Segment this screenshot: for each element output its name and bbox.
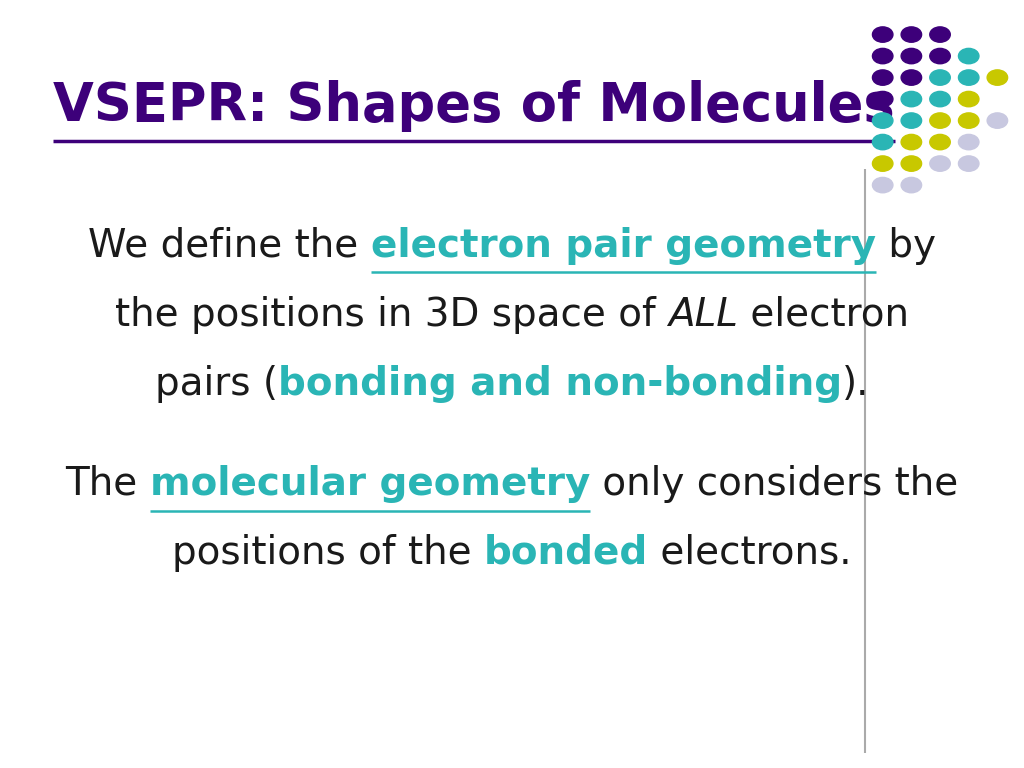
Circle shape bbox=[930, 27, 950, 42]
Circle shape bbox=[958, 113, 979, 128]
Text: electrons.: electrons. bbox=[648, 534, 852, 572]
Circle shape bbox=[872, 48, 893, 64]
Circle shape bbox=[930, 70, 950, 85]
Circle shape bbox=[901, 177, 922, 193]
Text: VSEPR: Shapes of Molecules: VSEPR: Shapes of Molecules bbox=[53, 80, 895, 132]
Circle shape bbox=[958, 156, 979, 171]
Circle shape bbox=[901, 113, 922, 128]
Circle shape bbox=[930, 113, 950, 128]
Text: electron pair geometry: electron pair geometry bbox=[371, 227, 876, 265]
Text: bonding and non-bonding: bonding and non-bonding bbox=[278, 365, 842, 403]
Text: molecular geometry: molecular geometry bbox=[150, 465, 591, 503]
Circle shape bbox=[901, 48, 922, 64]
Circle shape bbox=[872, 91, 893, 107]
Circle shape bbox=[872, 70, 893, 85]
Text: We define the: We define the bbox=[88, 227, 371, 265]
Circle shape bbox=[901, 134, 922, 150]
Circle shape bbox=[901, 70, 922, 85]
Circle shape bbox=[930, 91, 950, 107]
Circle shape bbox=[987, 113, 1008, 128]
Circle shape bbox=[987, 70, 1008, 85]
Text: positions of the: positions of the bbox=[172, 534, 484, 572]
Circle shape bbox=[958, 48, 979, 64]
Circle shape bbox=[872, 134, 893, 150]
Text: ALL: ALL bbox=[668, 296, 738, 334]
Text: pairs (: pairs ( bbox=[155, 365, 278, 403]
Text: the positions in 3D space of: the positions in 3D space of bbox=[115, 296, 668, 334]
Circle shape bbox=[872, 156, 893, 171]
Circle shape bbox=[901, 27, 922, 42]
Circle shape bbox=[930, 48, 950, 64]
Circle shape bbox=[958, 91, 979, 107]
Text: bonded: bonded bbox=[484, 534, 648, 572]
Circle shape bbox=[872, 113, 893, 128]
Circle shape bbox=[958, 134, 979, 150]
Circle shape bbox=[930, 156, 950, 171]
Circle shape bbox=[958, 70, 979, 85]
Text: only considers the: only considers the bbox=[591, 465, 958, 503]
Circle shape bbox=[872, 177, 893, 193]
Text: electron: electron bbox=[738, 296, 909, 334]
Text: The: The bbox=[66, 465, 150, 503]
Text: ).: ). bbox=[842, 365, 869, 403]
Text: by: by bbox=[876, 227, 936, 265]
Circle shape bbox=[901, 156, 922, 171]
Circle shape bbox=[930, 134, 950, 150]
Circle shape bbox=[872, 27, 893, 42]
Circle shape bbox=[901, 91, 922, 107]
